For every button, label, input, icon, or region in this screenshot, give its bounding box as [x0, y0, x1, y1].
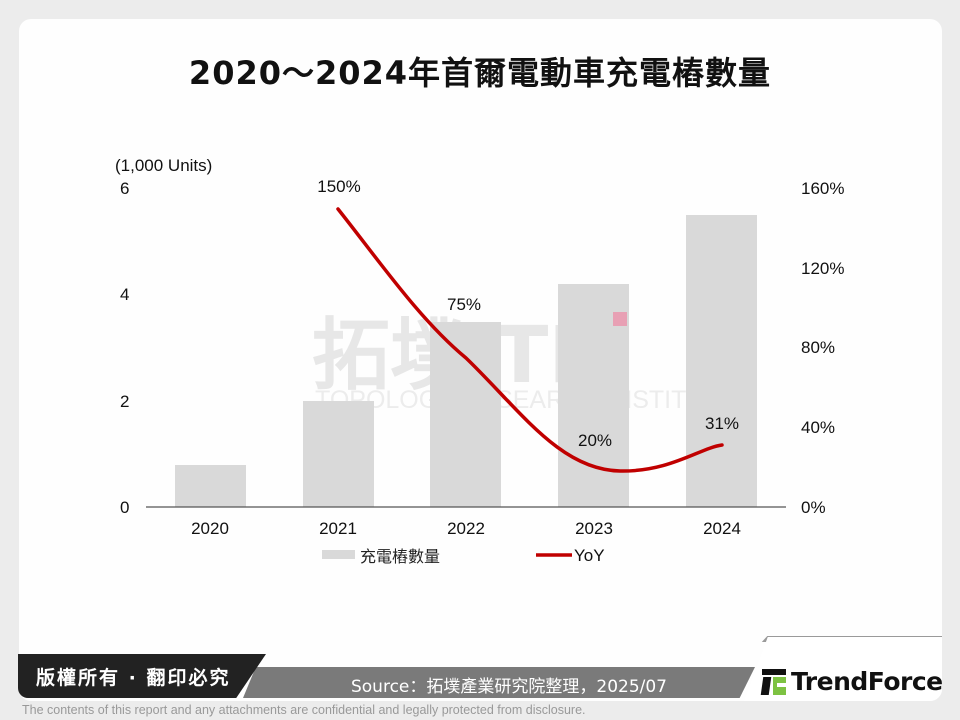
x-label-2023: 2023 — [575, 519, 613, 538]
y-axis-unit: (1,000 Units) — [115, 156, 212, 175]
y-tick-6: 6 — [120, 179, 129, 198]
left-axis: (1,000 Units) 0 2 4 6 — [115, 156, 212, 517]
legend-bar-label: 充電樁數量 — [360, 547, 440, 566]
x-label-2020: 2020 — [191, 519, 229, 538]
label-2024: 31% — [705, 414, 739, 433]
disclaimer: The contents of this report and any atta… — [22, 703, 586, 717]
x-label-2022: 2022 — [447, 519, 485, 538]
x-label-2024: 2024 — [703, 519, 741, 538]
source-text: Source：拓墣產業研究院整理，2025/07 — [350, 677, 667, 697]
bar-2022 — [430, 322, 501, 507]
label-2021: 150% — [317, 177, 360, 196]
y-tick-0: 0 — [120, 498, 129, 517]
y2-tick-160: 160% — [801, 179, 844, 198]
trendforce-logo: TrendForce — [760, 667, 943, 696]
right-axis: 0% 40% 80% 120% 160% — [801, 179, 844, 517]
yoy-line — [336, 207, 724, 473]
label-2023: 20% — [578, 431, 612, 450]
source-bar: Source：拓墣產業研究院整理，2025/07 — [243, 667, 755, 698]
bar-2021 — [303, 401, 374, 507]
data-labels: 150% 75% 20% 31% — [317, 177, 739, 450]
trendforce-mark-icon — [760, 668, 786, 695]
y2-tick-40: 40% — [801, 418, 835, 437]
legend-bar-swatch — [322, 550, 355, 559]
chart-title: 2020～2024年首爾電動車充電樁數量 — [188, 54, 772, 92]
x-label-2021: 2021 — [319, 519, 357, 538]
y2-tick-120: 120% — [801, 259, 844, 278]
bar-2024 — [686, 215, 757, 507]
bar-2020 — [175, 465, 246, 507]
bar-series — [175, 215, 757, 507]
y2-tick-80: 80% — [801, 338, 835, 357]
y2-tick-0: 0% — [801, 498, 826, 517]
y-tick-2: 2 — [120, 392, 129, 411]
y-tick-4: 4 — [120, 285, 129, 304]
copyright-text: 版權所有 · 翻印必究 — [36, 667, 231, 689]
legend-line-label: YoY — [574, 546, 605, 565]
watermark: 拓墣 TRi TOPOLOGY RESEARCH INSTITUTE — [312, 311, 736, 414]
watermark-accent — [613, 312, 627, 326]
brand-name: TrendForce — [791, 667, 943, 696]
x-axis-labels: 2020 2021 2022 2023 2024 — [191, 519, 741, 538]
label-2022: 75% — [447, 295, 481, 314]
legend: 充電樁數量 YoY — [322, 546, 605, 566]
watermark-text: TOPOLOGY RESEARCH INSTITUTE — [315, 386, 736, 414]
copyright-bar: 版權所有 · 翻印必究 — [18, 654, 266, 698]
